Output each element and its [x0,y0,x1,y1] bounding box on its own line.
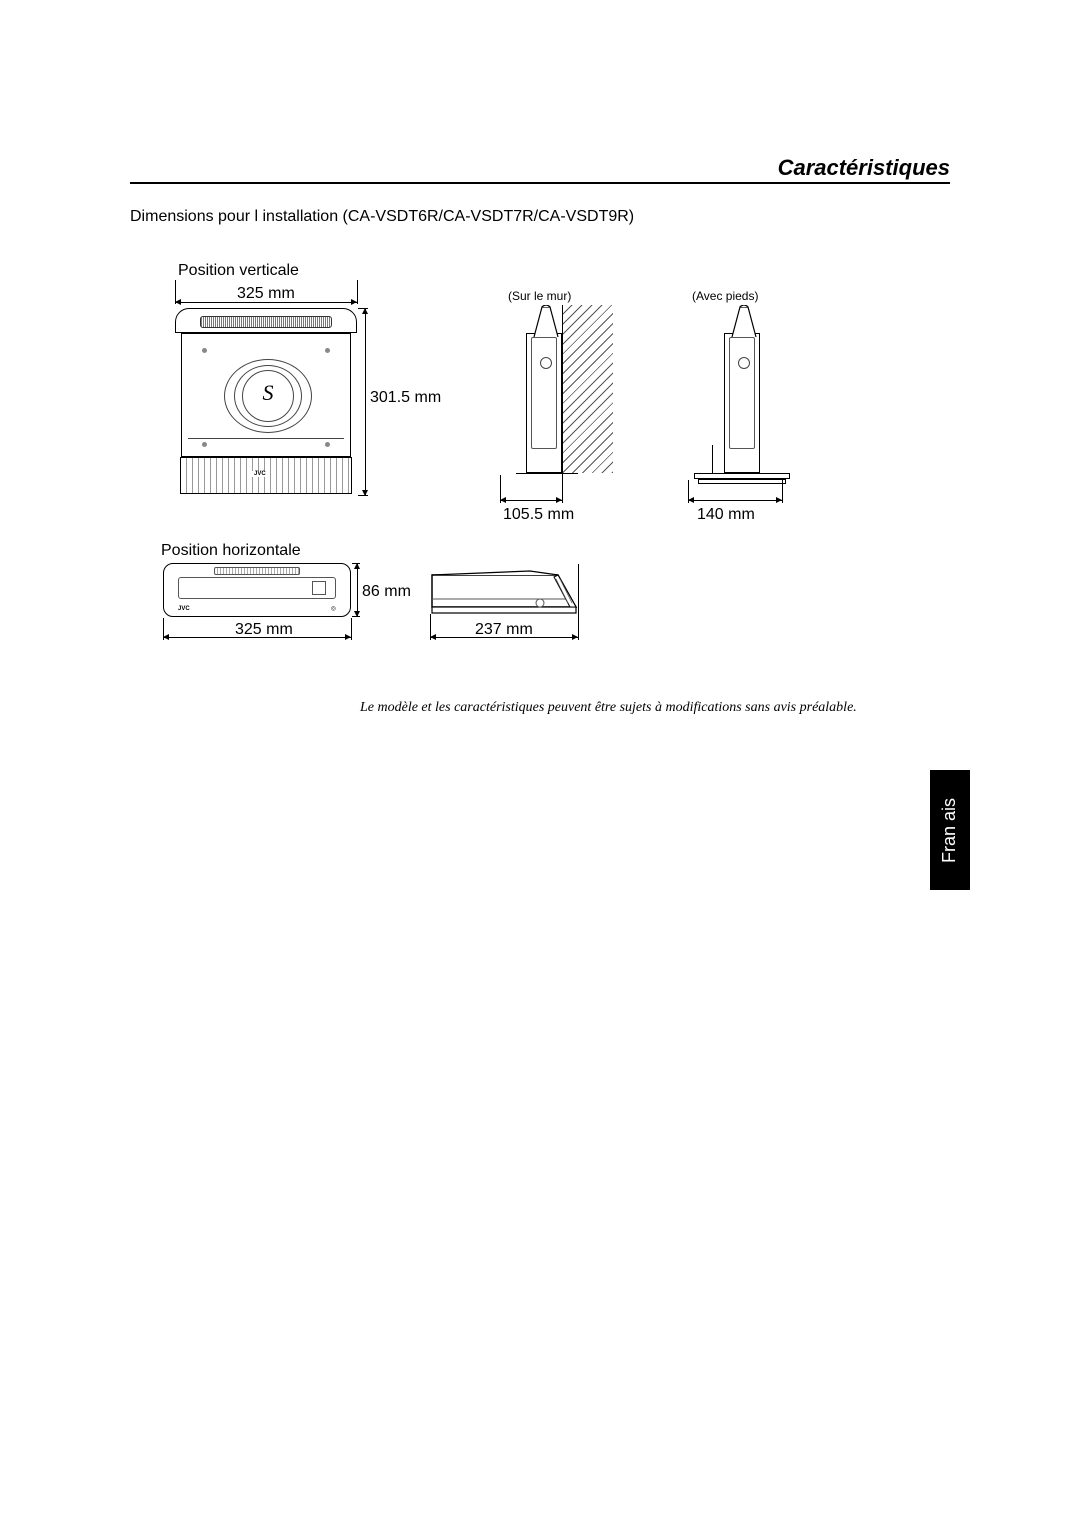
diagram-horizontal-front: JVC ◎ [163,563,351,617]
dim-line [500,500,562,501]
label-sur-le-mur: (Sur le mur) [508,289,571,303]
button-icon [312,581,326,595]
arrow-icon [362,490,368,496]
dimension-depth-feet: 140 mm [697,506,755,524]
dim-tick [351,618,352,640]
jvc-logo: JVC [178,606,190,612]
arrow-icon [362,308,368,314]
diagram-horizontal-side [430,563,578,617]
screw-icon [325,442,330,447]
device-side [526,333,562,473]
dim-tick [357,280,358,304]
arrow-icon [556,497,562,503]
dim-line [365,308,366,496]
dim-line [357,563,358,617]
dimension-horiz-height: 86 mm [362,583,411,601]
arrow-icon [500,497,506,503]
dim-line [688,500,782,501]
arrow-icon [430,634,436,640]
screw-icon [325,348,330,353]
stand-base [698,479,786,484]
diagram-vertical-front: S JVC [175,308,357,496]
device-grille [214,567,300,575]
device-grille [200,316,332,328]
intro-text: Dimensions pour l installation (CA-VSDT6… [130,208,634,226]
dim-line [430,637,578,638]
knob-icon [540,357,552,369]
device-line [188,438,344,439]
jvc-logo: JVC [251,471,269,477]
language-tab: Fran ais [930,770,970,890]
dimension-height-front: 301.5 mm [370,389,441,407]
language-tab-label: Fran ais [940,797,961,862]
screw-icon [202,348,207,353]
device-body: S [181,333,351,457]
dim-tick [782,480,783,503]
arrow-icon [354,611,360,617]
ground-line [516,473,578,478]
label-position-verticale: Position verticale [178,262,299,280]
cd-icon: ◎ [331,605,336,612]
diagram-feet-side [668,305,798,500]
dimension-depth-wall: 105.5 mm [503,506,574,524]
dim-line [175,302,357,303]
arrow-icon [572,634,578,640]
label-avec-pieds: (Avec pieds) [692,289,758,303]
arrow-icon [776,497,782,503]
arrow-icon [354,563,360,569]
page-title: Caractéristiques [778,155,950,181]
diagram-wall-side [482,305,612,500]
header-rule [130,182,950,184]
screw-icon [202,442,207,447]
dimension-width-top: 325 mm [237,285,295,303]
wall-hatch [562,305,613,473]
footnote-text: Le modèle et les caractéristiques peuven… [360,700,950,716]
dim-tick [562,305,563,503]
handle-icon [530,305,562,337]
arrow-icon [345,634,351,640]
dim-line [163,637,351,638]
arrow-icon [163,634,169,640]
arrow-icon [351,299,357,305]
device-side [724,333,760,473]
page: Caractéristiques Dimensions pour l insta… [0,0,1080,1528]
device-top [175,308,357,333]
handle-icon [728,305,760,337]
arrow-icon [688,497,694,503]
knob-icon [738,357,750,369]
label-position-horizontale: Position horizontale [161,542,301,560]
arrow-icon [175,299,181,305]
dim-tick [578,564,579,640]
disc-s-icon: S [257,380,279,406]
